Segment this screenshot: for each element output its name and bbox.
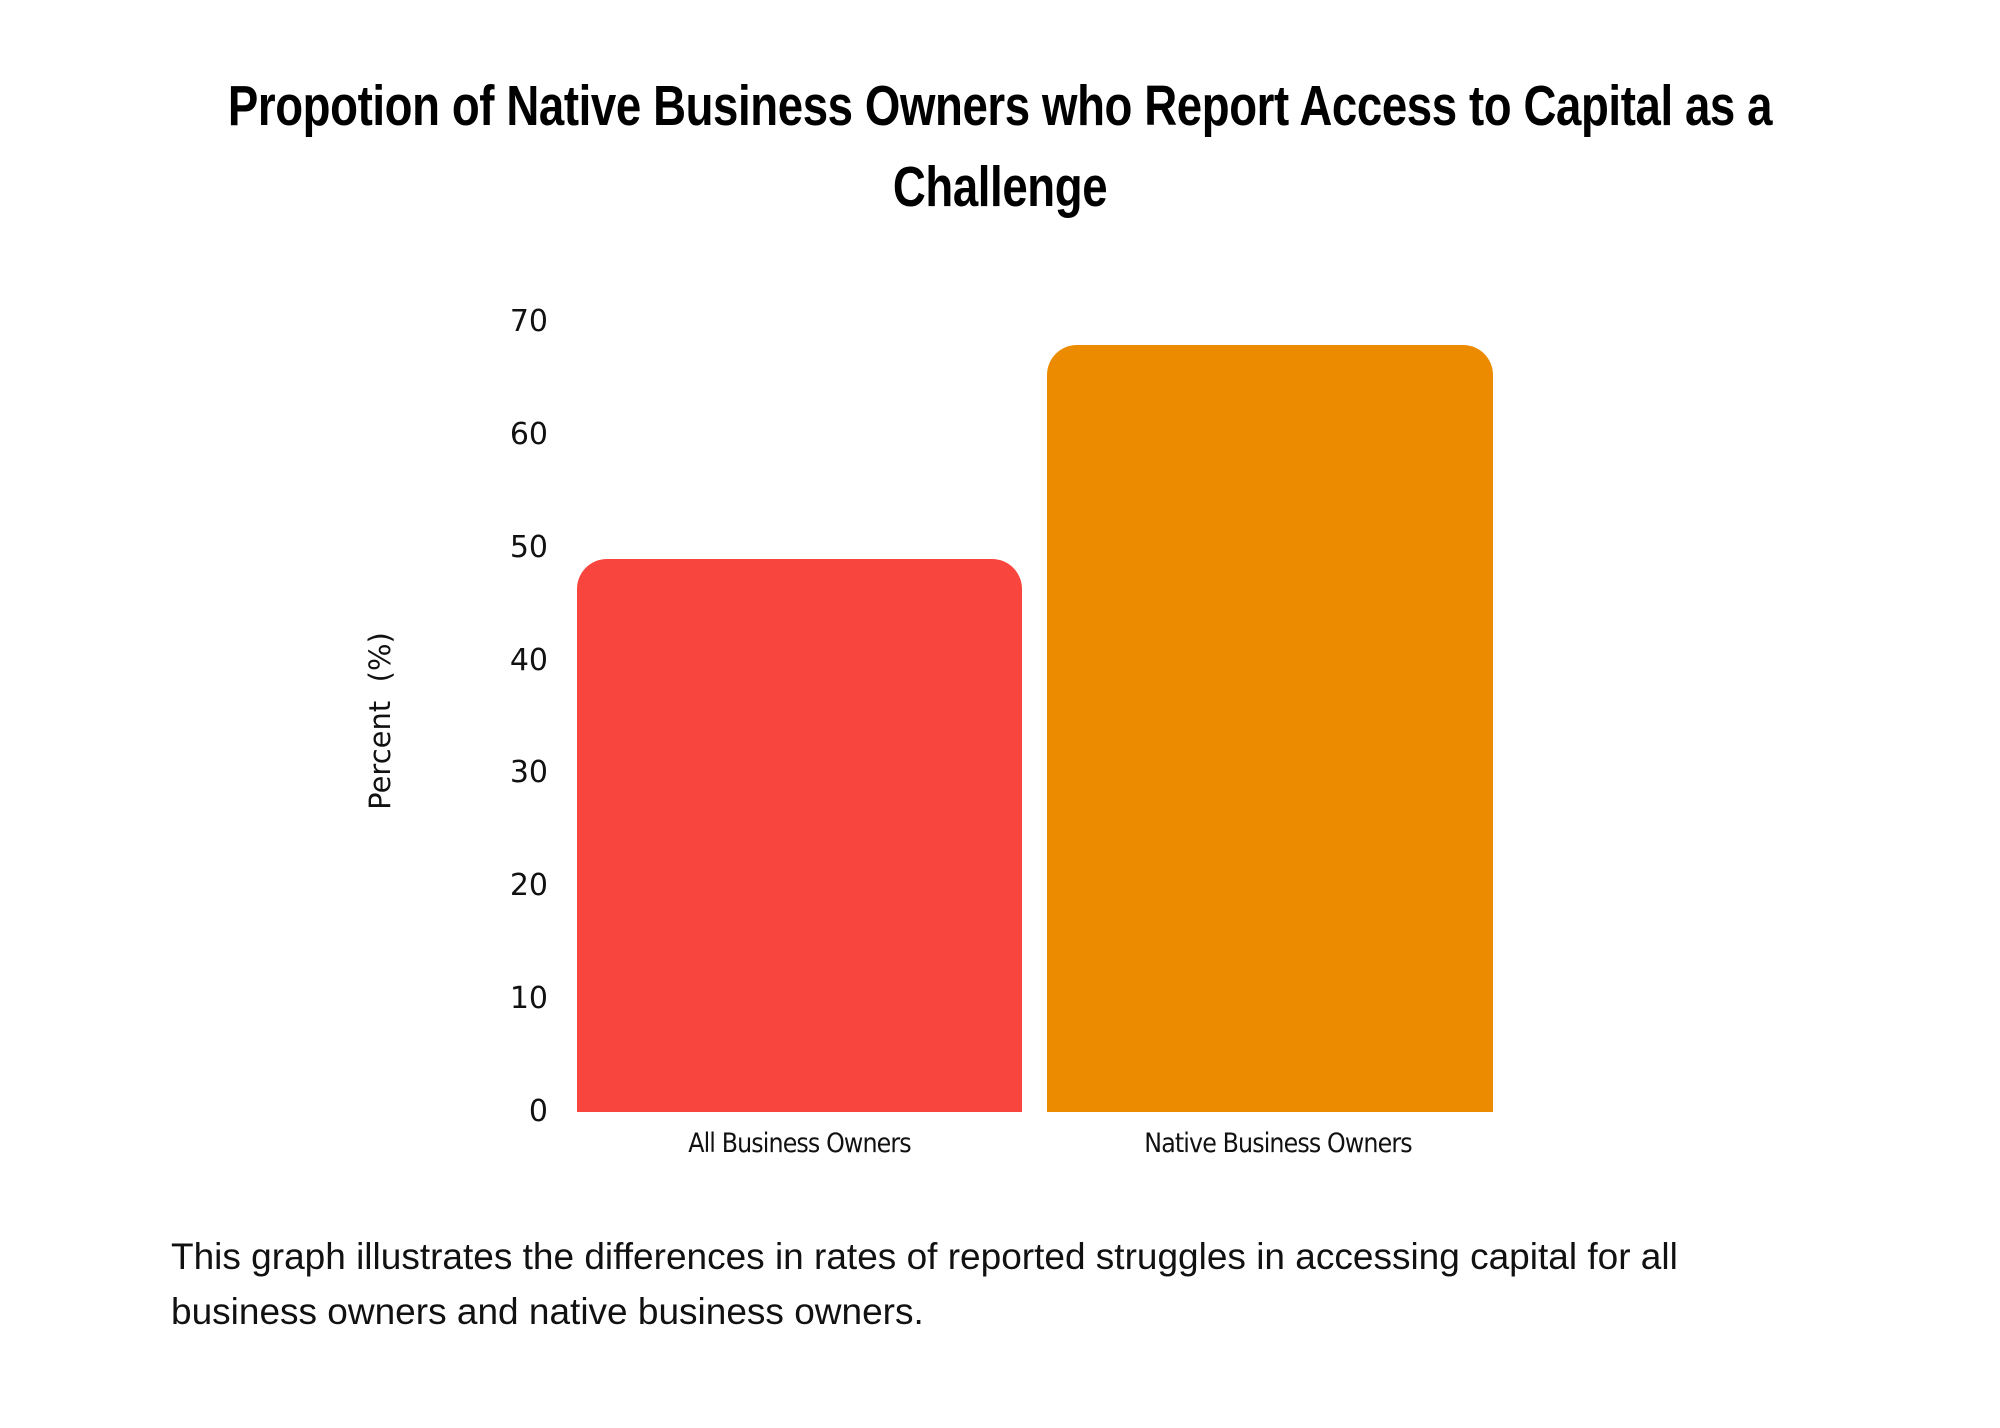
bar-all-business-owners [577, 559, 1022, 1112]
chart-description: This graph illustrates the differences i… [171, 1229, 1931, 1339]
x-label-all-business-owners: All Business Owners [688, 1128, 911, 1159]
y-tick-20: 20 [509, 868, 548, 903]
description-line-1: This graph illustrates the differences i… [171, 1236, 1678, 1277]
y-tick-0: 0 [528, 1094, 548, 1129]
y-tick-30: 30 [509, 755, 548, 790]
bar-native-business-owners [1047, 344, 1493, 1112]
description-line-2: business owners and native business owne… [171, 1291, 924, 1332]
y-tick-10: 10 [509, 981, 548, 1016]
y-tick-50: 50 [509, 530, 548, 565]
y-axis-title: Percent (%) [363, 632, 397, 810]
x-label-native-business-owners: Native Business Owners [1144, 1128, 1412, 1159]
chart-title-line-1: Propotion of Native Business Owners who … [227, 74, 1773, 138]
chart-title-line-2: Challenge [892, 155, 1108, 219]
y-tick-60: 60 [509, 417, 548, 452]
y-tick-40: 40 [509, 643, 548, 678]
y-tick-70: 70 [509, 304, 548, 339]
chart-title: Propotion of Native Business Owners who … [200, 66, 1800, 228]
